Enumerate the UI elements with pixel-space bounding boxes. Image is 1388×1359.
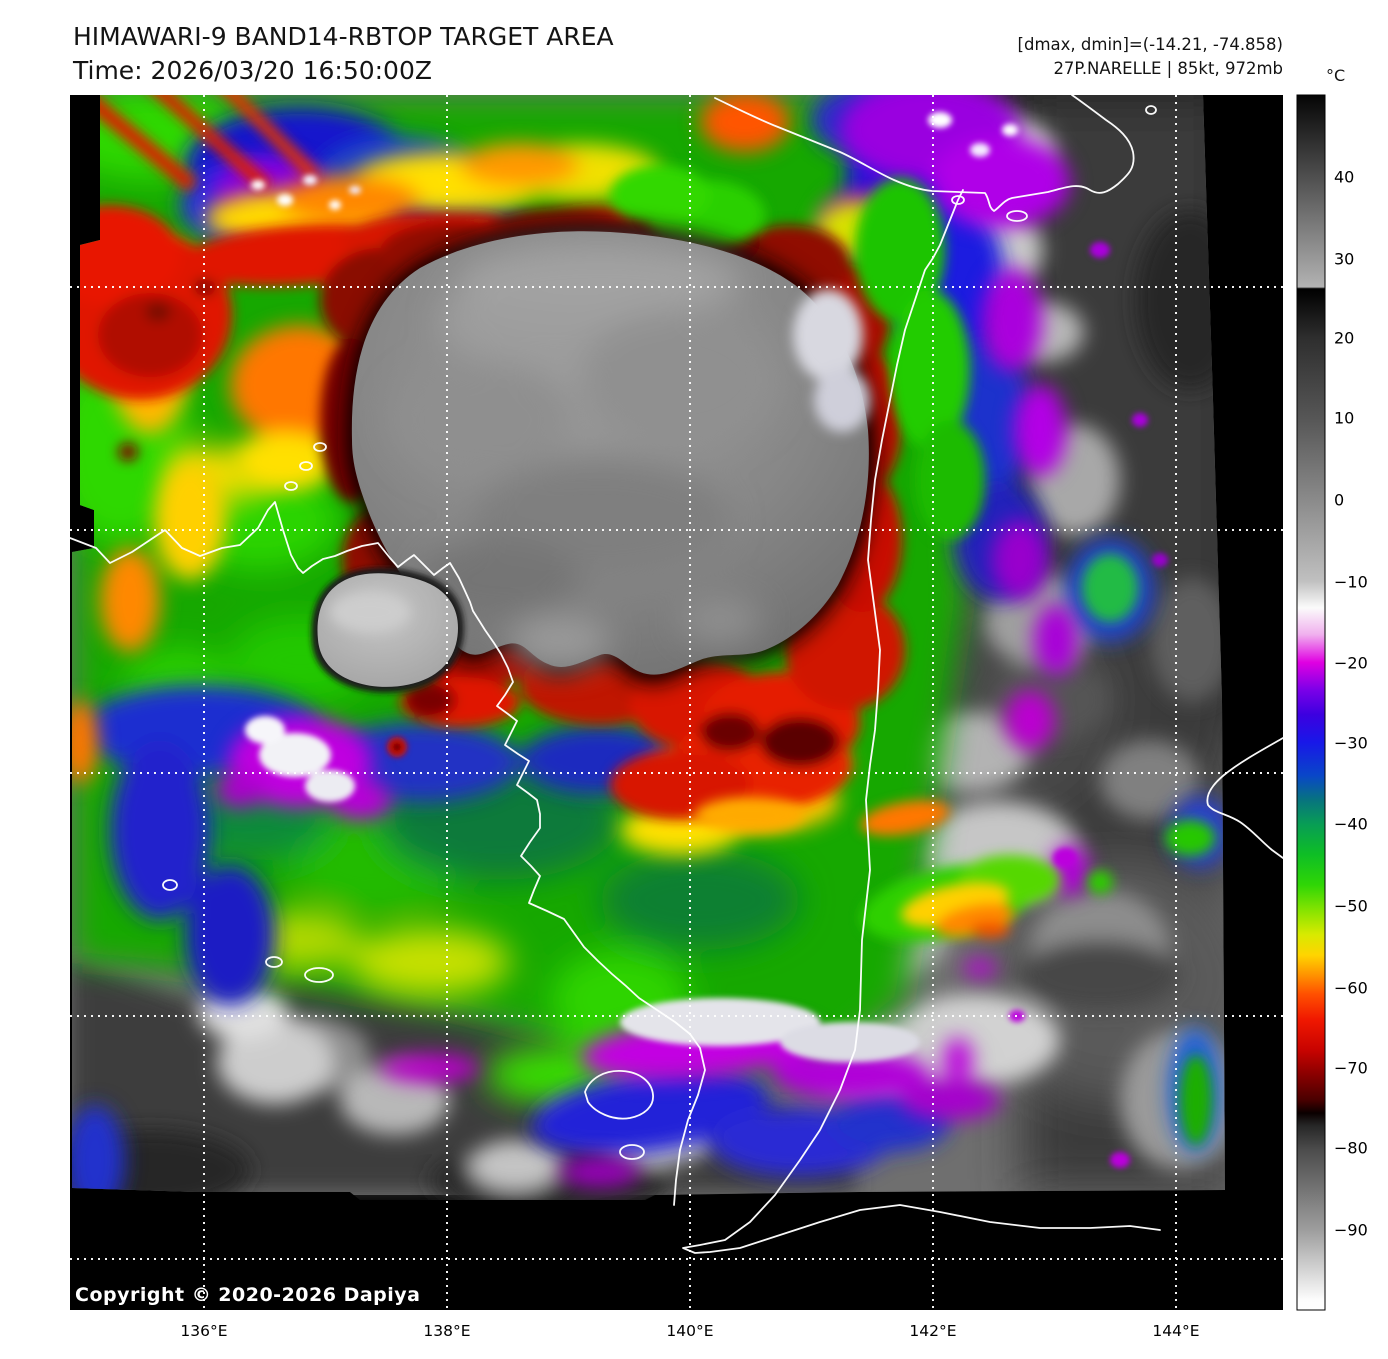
island-small-3 (304, 967, 334, 983)
dmax-dmin-annotation: [dmax, dmin]=(-14.21, -74.858) (1017, 35, 1283, 54)
coastline-png-south (714, 94, 1135, 212)
colorbar-tick-label: −70 (1334, 1058, 1368, 1078)
lon-tick-label: 138°E (423, 1322, 471, 1340)
lon-tick-label: 140°E (666, 1322, 714, 1340)
page-title: HIMAWARI-9 BAND14-RBTOP TARGET AREA (73, 22, 614, 51)
copyright-label: Copyright © 2020-2026 Dapiya (75, 1284, 421, 1306)
coastline-cape-york-west (682, 189, 1161, 1254)
colorbar-tick-label: 20 (1334, 328, 1355, 348)
lon-tick-label: 144°E (1152, 1322, 1200, 1340)
colorbar-tick-label: −50 (1334, 896, 1368, 916)
colorbar-tick-label: −60 (1334, 978, 1368, 998)
colorbar-tick-label: −90 (1334, 1220, 1368, 1240)
colorbar-unit-label: °C (1326, 66, 1346, 85)
colorbar-tick-label: 0 (1334, 490, 1345, 510)
island-wessel-3 (313, 442, 327, 452)
timestamp-label: Time: 2026/03/20 16:50:00Z (73, 56, 432, 85)
coastline-cape-york-east (1206, 737, 1284, 859)
island-torres-2 (1006, 210, 1028, 222)
colorbar-tick-label: −20 (1334, 653, 1368, 673)
cyclone-cdo (311, 223, 877, 693)
island-torres-1 (951, 195, 965, 205)
island-mornington (584, 1070, 654, 1120)
colorbar-gradient-bar (1296, 94, 1326, 1311)
coastline-overlay (69, 94, 1284, 1254)
island-small-2 (265, 956, 283, 968)
colorbar-tick-label: −40 (1334, 814, 1368, 834)
island-small-4 (162, 879, 178, 891)
colorbar-tick-label: −30 (1334, 733, 1368, 753)
overshoot-white-cells (245, 112, 1168, 1168)
colorbar-tick-label: −80 (1334, 1138, 1368, 1158)
coastline-top-end-gulf (69, 501, 706, 1206)
colorbar-tick-label: 40 (1334, 167, 1355, 187)
storm-info-annotation: 27P.NARELLE | 85kt, 972mb (1053, 59, 1283, 78)
colorbar-tick-label: 10 (1334, 408, 1355, 428)
island-small-1 (619, 1144, 645, 1160)
island-wessel-2 (299, 461, 313, 471)
lon-tick-label: 142°E (909, 1322, 957, 1340)
southeast-band-core (695, 797, 1015, 938)
colorbar-tick-label: −10 (1334, 572, 1368, 592)
colorbar (1296, 94, 1326, 1311)
colorbar-tick-label: 30 (1334, 249, 1355, 269)
island-wessel-1 (284, 481, 298, 491)
island-torres-3 (1145, 105, 1157, 115)
ir-imagery (72, 95, 1225, 1200)
lon-tick-label: 136°E (180, 1322, 228, 1340)
